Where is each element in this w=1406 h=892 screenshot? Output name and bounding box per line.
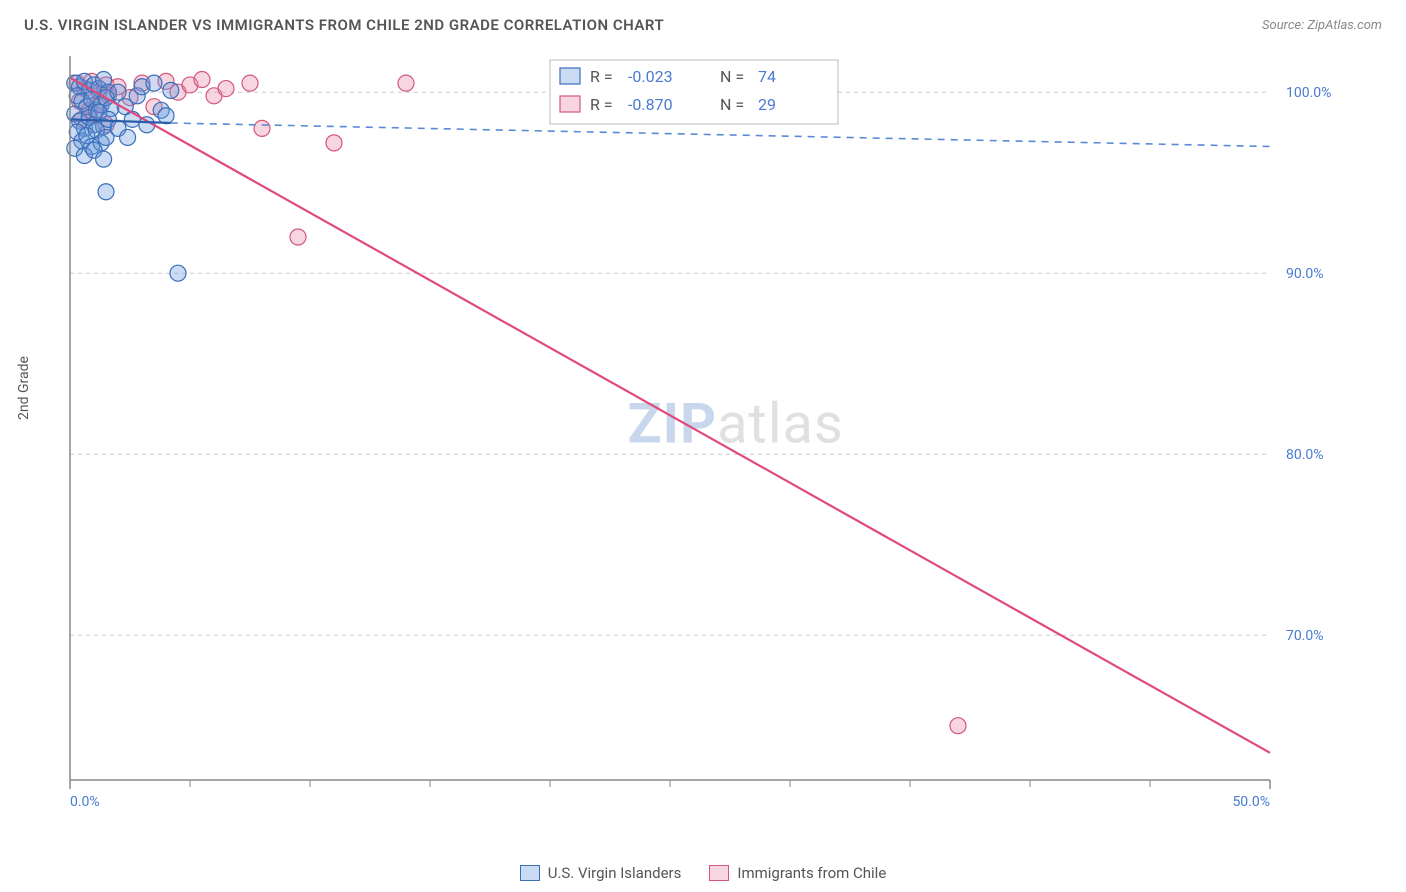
bottom-legend: U.S. Virgin Islanders Immigrants from Ch… [0,864,1406,882]
data-point [98,184,114,200]
data-point [950,718,966,734]
chart-container: 70.0% 80.0% 90.0% 100.0% ZIPatlas 0.0% 50.0% R … [60,50,1380,820]
x-tick-label: 0.0% [70,794,100,810]
data-point [146,75,162,91]
scatter-chart: 70.0% 80.0% 90.0% 100.0% ZIPatlas 0.0% 50.0% R … [60,50,1380,820]
y-tick-label: 90.0% [1286,266,1324,282]
data-point [120,129,136,145]
r-value: -0.870 [628,95,673,114]
swatch-icon [709,865,729,881]
data-point [194,72,210,88]
n-label: N = [720,67,744,86]
data-point [398,75,414,91]
n-value: 29 [758,95,776,114]
x-tick-label: 50.0% [1232,794,1270,810]
y-tick-label: 80.0% [1286,447,1324,463]
n-value: 74 [758,67,776,86]
legend-item-blue: U.S. Virgin Islanders [520,864,682,882]
data-point [158,108,174,124]
data-point [242,75,258,91]
chart-title: U.S. VIRGIN ISLANDER VS IMMIGRANTS FROM … [24,16,664,34]
trend-line-pink [70,78,1270,753]
r-value: -0.023 [628,67,673,86]
swatch-icon [520,865,540,881]
data-point [290,229,306,245]
r-label: R = [590,95,613,114]
data-point [170,265,186,281]
legend-label: Immigrants from Chile [737,864,886,882]
data-point [326,135,342,151]
source-label: Source: ZipAtlas.com [1262,18,1382,33]
data-point [163,82,179,98]
swatch-icon [560,68,580,84]
data-point [96,151,112,167]
n-label: N = [720,95,744,114]
data-point [254,120,270,136]
r-label: R = [590,67,613,86]
watermark: ZIPatlas [628,391,844,457]
data-point [110,84,126,100]
legend-label: U.S. Virgin Islanders [548,864,682,882]
swatch-icon [560,96,580,112]
legend-item-pink: Immigrants from Chile [709,864,886,882]
y-tick-label: 70.0% [1286,628,1324,644]
y-axis-label: 2nd Grade [16,356,32,420]
y-tick-label: 100.0% [1286,85,1331,101]
data-point [218,81,234,97]
